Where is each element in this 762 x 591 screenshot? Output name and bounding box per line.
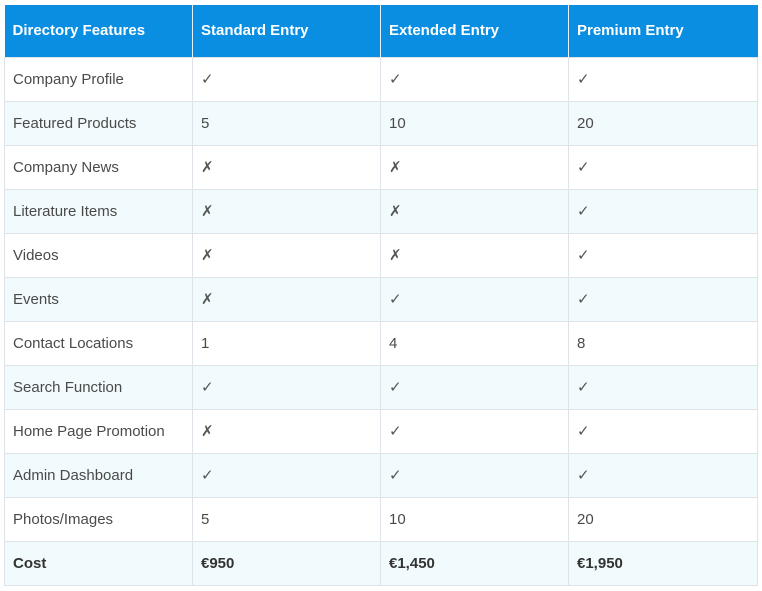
premium-value: 20 bbox=[568, 100, 758, 146]
table-row: Events ✗ ✓ ✓ bbox=[4, 276, 758, 322]
cross-icon: ✗ bbox=[389, 247, 402, 264]
extended-value: ✓ bbox=[380, 56, 569, 102]
standard-value: ✗ bbox=[192, 276, 381, 322]
standard-value: ✗ bbox=[192, 408, 381, 454]
check-icon: ✓ bbox=[389, 467, 402, 484]
premium-value: ✓ bbox=[568, 232, 758, 278]
check-icon: ✓ bbox=[389, 423, 402, 440]
check-icon: ✓ bbox=[389, 71, 402, 88]
cross-icon: ✗ bbox=[201, 423, 214, 440]
table-row: Photos/Images 5 10 20 bbox=[4, 496, 758, 542]
premium-value: ✓ bbox=[568, 452, 758, 498]
check-icon: ✓ bbox=[577, 467, 590, 484]
table-row: Literature Items ✗ ✗ ✓ bbox=[4, 188, 758, 234]
premium-cost: €1,950 bbox=[568, 540, 758, 586]
feature-name: Literature Items bbox=[4, 188, 193, 234]
cross-icon: ✗ bbox=[389, 159, 402, 176]
check-icon: ✓ bbox=[201, 71, 214, 88]
extended-value: ✗ bbox=[380, 188, 569, 234]
table-header: Directory Features Standard Entry Extend… bbox=[4, 5, 758, 57]
standard-value: ✓ bbox=[192, 56, 381, 102]
extended-value: ✓ bbox=[380, 408, 569, 454]
check-icon: ✓ bbox=[577, 71, 590, 88]
extended-value: ✓ bbox=[380, 364, 569, 410]
feature-name: Company News bbox=[4, 144, 193, 190]
check-icon: ✓ bbox=[389, 379, 402, 396]
extended-value: ✓ bbox=[380, 452, 569, 498]
check-icon: ✓ bbox=[201, 467, 214, 484]
check-icon: ✓ bbox=[389, 291, 402, 308]
extended-value: ✗ bbox=[380, 144, 569, 190]
check-icon: ✓ bbox=[577, 159, 590, 176]
table-row: Admin Dashboard ✓ ✓ ✓ bbox=[4, 452, 758, 498]
feature-name: Featured Products bbox=[4, 100, 193, 146]
standard-cost: €950 bbox=[192, 540, 381, 586]
standard-value: ✗ bbox=[192, 188, 381, 234]
feature-name: Videos bbox=[4, 232, 193, 278]
feature-name: Contact Locations bbox=[4, 320, 193, 366]
table-row: Search Function ✓ ✓ ✓ bbox=[4, 364, 758, 410]
premium-value: 20 bbox=[568, 496, 758, 542]
standard-value: ✗ bbox=[192, 232, 381, 278]
check-icon: ✓ bbox=[577, 247, 590, 264]
premium-value: ✓ bbox=[568, 276, 758, 322]
cross-icon: ✗ bbox=[201, 291, 214, 308]
check-icon: ✓ bbox=[577, 291, 590, 308]
header-standard-entry: Standard Entry bbox=[192, 5, 381, 57]
check-icon: ✓ bbox=[577, 203, 590, 220]
standard-value: ✓ bbox=[192, 364, 381, 410]
feature-name: Admin Dashboard bbox=[4, 452, 193, 498]
table-row: Featured Products 5 10 20 bbox=[4, 100, 758, 146]
premium-value: ✓ bbox=[568, 144, 758, 190]
header-row: Directory Features Standard Entry Extend… bbox=[4, 5, 758, 57]
header-premium-entry: Premium Entry bbox=[568, 5, 758, 57]
premium-value: ✓ bbox=[568, 408, 758, 454]
cross-icon: ✗ bbox=[201, 247, 214, 264]
standard-value: ✓ bbox=[192, 452, 381, 498]
table-row: Videos ✗ ✗ ✓ bbox=[4, 232, 758, 278]
premium-value: ✓ bbox=[568, 56, 758, 102]
pricing-comparison-table: Directory Features Standard Entry Extend… bbox=[4, 5, 758, 586]
cross-icon: ✗ bbox=[201, 203, 214, 220]
check-icon: ✓ bbox=[201, 379, 214, 396]
check-icon: ✓ bbox=[577, 423, 590, 440]
table-row: Home Page Promotion ✗ ✓ ✓ bbox=[4, 408, 758, 454]
cross-icon: ✗ bbox=[201, 159, 214, 176]
premium-value: ✓ bbox=[568, 364, 758, 410]
feature-name: Events bbox=[4, 276, 193, 322]
extended-value: 4 bbox=[380, 320, 569, 366]
extended-value: 10 bbox=[380, 100, 569, 146]
extended-value: ✗ bbox=[380, 232, 569, 278]
premium-value: 8 bbox=[568, 320, 758, 366]
standard-value: 5 bbox=[192, 100, 381, 146]
standard-value: 5 bbox=[192, 496, 381, 542]
header-directory-features: Directory Features bbox=[4, 5, 193, 57]
extended-cost: €1,450 bbox=[380, 540, 569, 586]
feature-name: Photos/Images bbox=[4, 496, 193, 542]
check-icon: ✓ bbox=[577, 379, 590, 396]
header-extended-entry: Extended Entry bbox=[380, 5, 569, 57]
cross-icon: ✗ bbox=[389, 203, 402, 220]
extended-value: 10 bbox=[380, 496, 569, 542]
table-row: Company Profile ✓ ✓ ✓ bbox=[4, 56, 758, 102]
feature-name: Home Page Promotion bbox=[4, 408, 193, 454]
table-row: Company News ✗ ✗ ✓ bbox=[4, 144, 758, 190]
feature-name: Company Profile bbox=[4, 56, 193, 102]
table-row: Contact Locations 1 4 8 bbox=[4, 320, 758, 366]
pricing-comparison-table-container: Directory Features Standard Entry Extend… bbox=[4, 5, 758, 586]
cost-row: Cost €950 €1,450 €1,950 bbox=[4, 540, 758, 586]
feature-name: Search Function bbox=[4, 364, 193, 410]
cost-label: Cost bbox=[4, 540, 193, 586]
table-body: Company Profile ✓ ✓ ✓ Featured Products … bbox=[4, 56, 758, 586]
premium-value: ✓ bbox=[568, 188, 758, 234]
standard-value: 1 bbox=[192, 320, 381, 366]
standard-value: ✗ bbox=[192, 144, 381, 190]
extended-value: ✓ bbox=[380, 276, 569, 322]
